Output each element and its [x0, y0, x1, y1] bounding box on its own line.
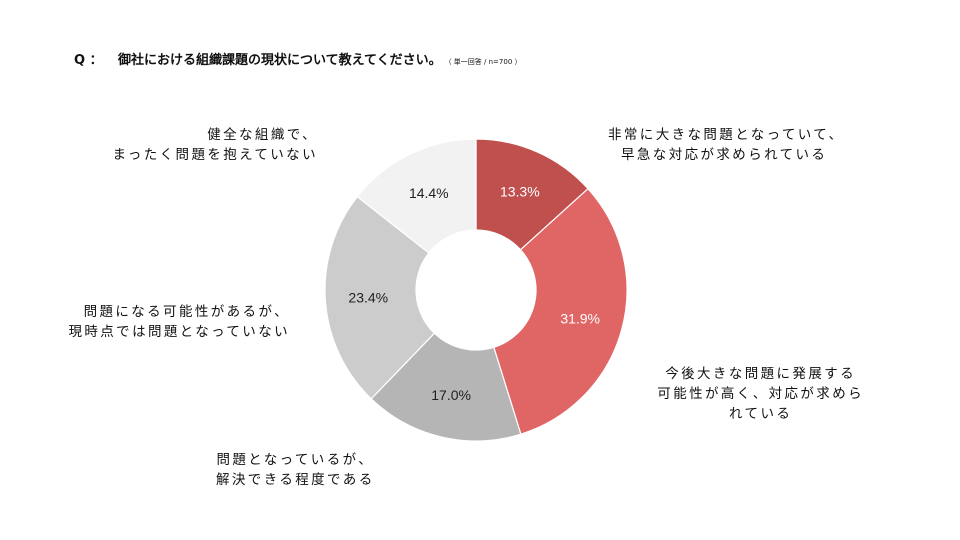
value-label-likely-serious: 31.9%	[560, 310, 600, 326]
value-label-healthy: 14.4%	[409, 185, 449, 201]
label-healthy-line2: まったく問題を抱えていない	[112, 147, 318, 163]
label-serious-urgent-line2: 早急な対応が求められている	[621, 147, 828, 163]
question-note: （ 単一回答 / n=700 ）	[444, 58, 522, 66]
label-likely-serious-line1: 今後大きな問題に発展する	[665, 366, 857, 382]
label-potential-line1: 問題になる可能性があるが、	[83, 304, 290, 320]
label-potential-line2: 現時点では問題となっていない	[68, 324, 290, 340]
label-serious-urgent: 非常に大きな問題となっていて、 早急な対応が求められている	[608, 125, 844, 165]
question-marker: Q ：	[74, 53, 103, 68]
label-manageable-line2: 解決できる程度である	[216, 472, 375, 488]
label-likely-serious-line3: れている	[729, 406, 793, 422]
slice-potential	[324, 195, 436, 400]
label-healthy-line1: 健全な組織で、	[207, 127, 318, 143]
label-potential: 問題になる可能性があるが、 現時点では問題となっていない	[68, 302, 290, 342]
slice-healthy	[356, 138, 477, 254]
label-serious-urgent-line1: 非常に大きな問題となっていて、	[608, 127, 845, 143]
value-label-serious-urgent: 13.3%	[500, 183, 540, 199]
slice-serious-urgent	[475, 138, 589, 251]
slice-likely-serious	[493, 187, 628, 435]
label-likely-serious-line2: 可能性が高く、対応が求めら	[657, 386, 864, 402]
label-manageable: 問題となっているが、 解決できる程度である	[216, 450, 375, 490]
question-text: 御社における組織課題の現状について教えてください。	[118, 53, 442, 68]
question-header: Q ： 御社における組織課題の現状について教えてください。 （ 単一回答 / n…	[74, 49, 634, 71]
value-label-manageable: 17.0%	[431, 387, 471, 403]
label-likely-serious: 今後大きな問題に発展する 可能性が高く、対応が求めら れている	[657, 364, 864, 424]
label-healthy: 健全な組織で、 まったく問題を抱えていない	[113, 125, 319, 165]
label-manageable-line1: 問題となっているが、	[216, 452, 375, 468]
value-label-potential: 23.4%	[348, 289, 388, 305]
